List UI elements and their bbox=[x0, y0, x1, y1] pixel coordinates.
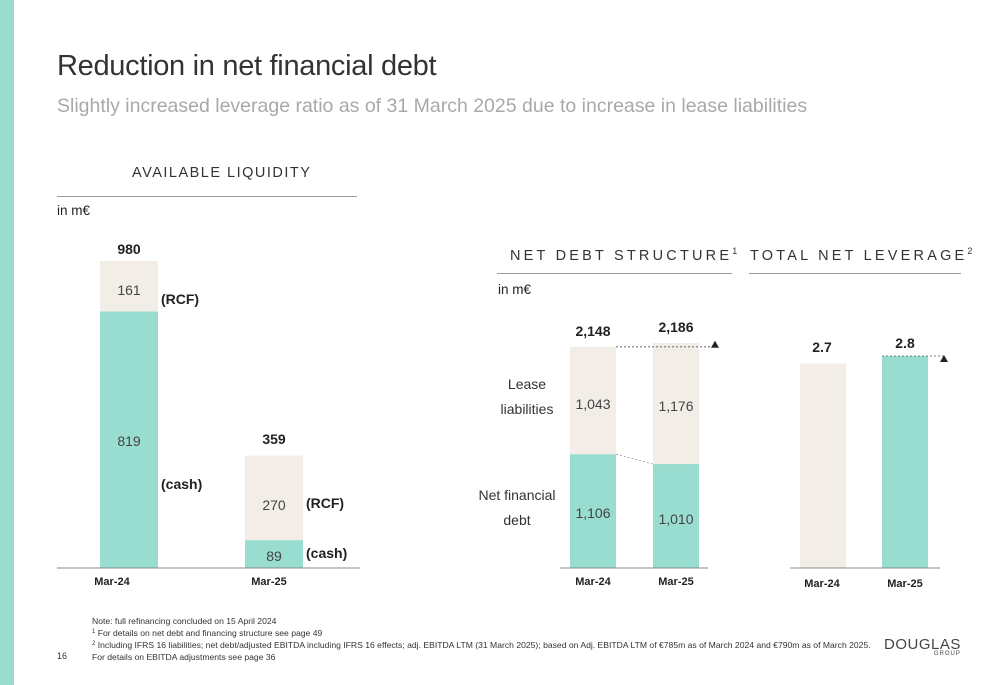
liquidity-rcf-series-label: (RCF) bbox=[161, 291, 199, 307]
logo-subtitle: GROUP bbox=[933, 651, 961, 657]
liquidity-bar-rcf-mar25 bbox=[245, 455, 303, 541]
net-debt-total-label: 2,186 bbox=[658, 319, 693, 335]
net-debt-chart: 2,148 2,186 1,043 1,176 1,106 1,010 Leas… bbox=[478, 319, 719, 588]
net-debt-bar-nfd-mar24 bbox=[570, 454, 616, 568]
liquidity-total-label: 980 bbox=[117, 241, 141, 257]
liquidity-bar-cash-mar25 bbox=[245, 540, 303, 568]
liquidity-bar-rcf-mar24 bbox=[100, 261, 158, 312]
footnote-2: 2 Including IFRS 16 liabilities; net deb… bbox=[92, 639, 871, 651]
net-debt-x-tick-label: Mar-25 bbox=[658, 576, 693, 588]
net-debt-lease-value-label: 1,176 bbox=[658, 398, 693, 414]
net-debt-increase-arrow-icon bbox=[711, 340, 719, 348]
leverage-value-label: 2.8 bbox=[895, 335, 915, 351]
net-debt-lease-value-label: 1,043 bbox=[575, 396, 610, 412]
page-number: 16 bbox=[57, 651, 68, 661]
leverage-title-footnote-mark: 2 bbox=[967, 246, 973, 256]
net-debt-nfd-series-label: Net financial bbox=[478, 487, 555, 503]
net-debt-nfd-value-label: 1,010 bbox=[658, 511, 693, 527]
net-debt-connector-line bbox=[615, 453, 654, 465]
footnote-1-text: For details on net debt and financing st… bbox=[95, 628, 323, 638]
leverage-title-text: TOTAL NET LEVERAGE bbox=[750, 247, 968, 264]
net-debt-title-rule bbox=[497, 273, 732, 274]
footnote-2-text: Including IFRS 16 liabilities; net debt/… bbox=[95, 640, 871, 650]
net-debt-lease-series-label: liabilities bbox=[501, 401, 554, 417]
liquidity-chart: 980 161 819 (RCF) (cash) 359 270 89 (RCF… bbox=[57, 241, 360, 588]
liquidity-cash-series-label: (cash) bbox=[161, 476, 202, 492]
footnote-note: Note: full refinancing concluded on 15 A… bbox=[92, 616, 277, 626]
footnote-1: 1 For details on net debt and financing … bbox=[92, 627, 871, 639]
footnote-3: For details on EBITDA adjustments see pa… bbox=[92, 652, 276, 662]
net-debt-bar-lease-mar24 bbox=[570, 346, 616, 455]
net-debt-title-footnote-mark: 1 bbox=[732, 246, 738, 256]
liquidity-rcf-value-label: 161 bbox=[117, 282, 141, 298]
liquidity-section-title: AVAILABLE LIQUIDITY bbox=[132, 165, 312, 181]
liquidity-x-tick-label: Mar-24 bbox=[94, 576, 130, 588]
liquidity-unit: in m€ bbox=[57, 203, 91, 218]
footnote-2-mark: 2 bbox=[92, 641, 96, 647]
footnotes: Note: full refinancing concluded on 15 A… bbox=[92, 615, 871, 663]
liquidity-x-tick-label: Mar-25 bbox=[251, 576, 286, 588]
leverage-x-tick-label: Mar-24 bbox=[804, 578, 840, 590]
page-subtitle: Slightly increased leverage ratio as of … bbox=[57, 95, 808, 117]
net-debt-lease-series-label: Lease bbox=[508, 376, 546, 392]
liquidity-cash-value-label: 89 bbox=[266, 548, 282, 564]
liquidity-cash-value-label: 819 bbox=[117, 433, 141, 449]
accent-side-bar bbox=[0, 0, 14, 685]
net-debt-total-label: 2,148 bbox=[575, 323, 610, 339]
leverage-chart: 2.7 2.8 Mar-24 Mar-25 bbox=[790, 335, 948, 590]
net-debt-title-text: NET DEBT STRUCTURE bbox=[510, 247, 733, 264]
leverage-section-title: TOTAL NET LEVERAGE2 bbox=[750, 246, 972, 264]
liquidity-rcf-value-label: 270 bbox=[262, 497, 286, 513]
leverage-bar-mar24 bbox=[800, 363, 846, 568]
net-debt-section-title: NET DEBT STRUCTURE1 bbox=[510, 246, 737, 264]
net-debt-nfd-value-label: 1,106 bbox=[575, 505, 610, 521]
net-debt-bar-nfd-mar25 bbox=[653, 464, 699, 568]
liquidity-title-rule bbox=[57, 196, 357, 197]
footnote-1-mark: 1 bbox=[92, 629, 96, 635]
leverage-x-tick-label: Mar-25 bbox=[887, 578, 922, 590]
liquidity-rcf-series-label: (RCF) bbox=[306, 495, 344, 511]
liquidity-total-label: 359 bbox=[262, 431, 286, 447]
liquidity-bar-cash-mar24 bbox=[100, 311, 158, 568]
logo-wordmark: DOUGLAS bbox=[884, 636, 961, 653]
leverage-increase-arrow-icon bbox=[940, 355, 948, 362]
leverage-title-rule bbox=[749, 273, 961, 274]
net-debt-x-tick-label: Mar-24 bbox=[575, 576, 611, 588]
leverage-bar-mar25 bbox=[882, 356, 928, 568]
page-title: Reduction in net financial debt bbox=[57, 50, 437, 82]
liquidity-cash-series-label: (cash) bbox=[306, 545, 347, 561]
net-debt-unit: in m€ bbox=[498, 282, 532, 297]
douglas-group-logo: DOUGLAS GROUP bbox=[884, 636, 961, 657]
net-debt-bar-lease-mar25 bbox=[653, 343, 699, 465]
leverage-value-label: 2.7 bbox=[812, 339, 832, 355]
net-debt-nfd-series-label: debt bbox=[503, 512, 530, 528]
